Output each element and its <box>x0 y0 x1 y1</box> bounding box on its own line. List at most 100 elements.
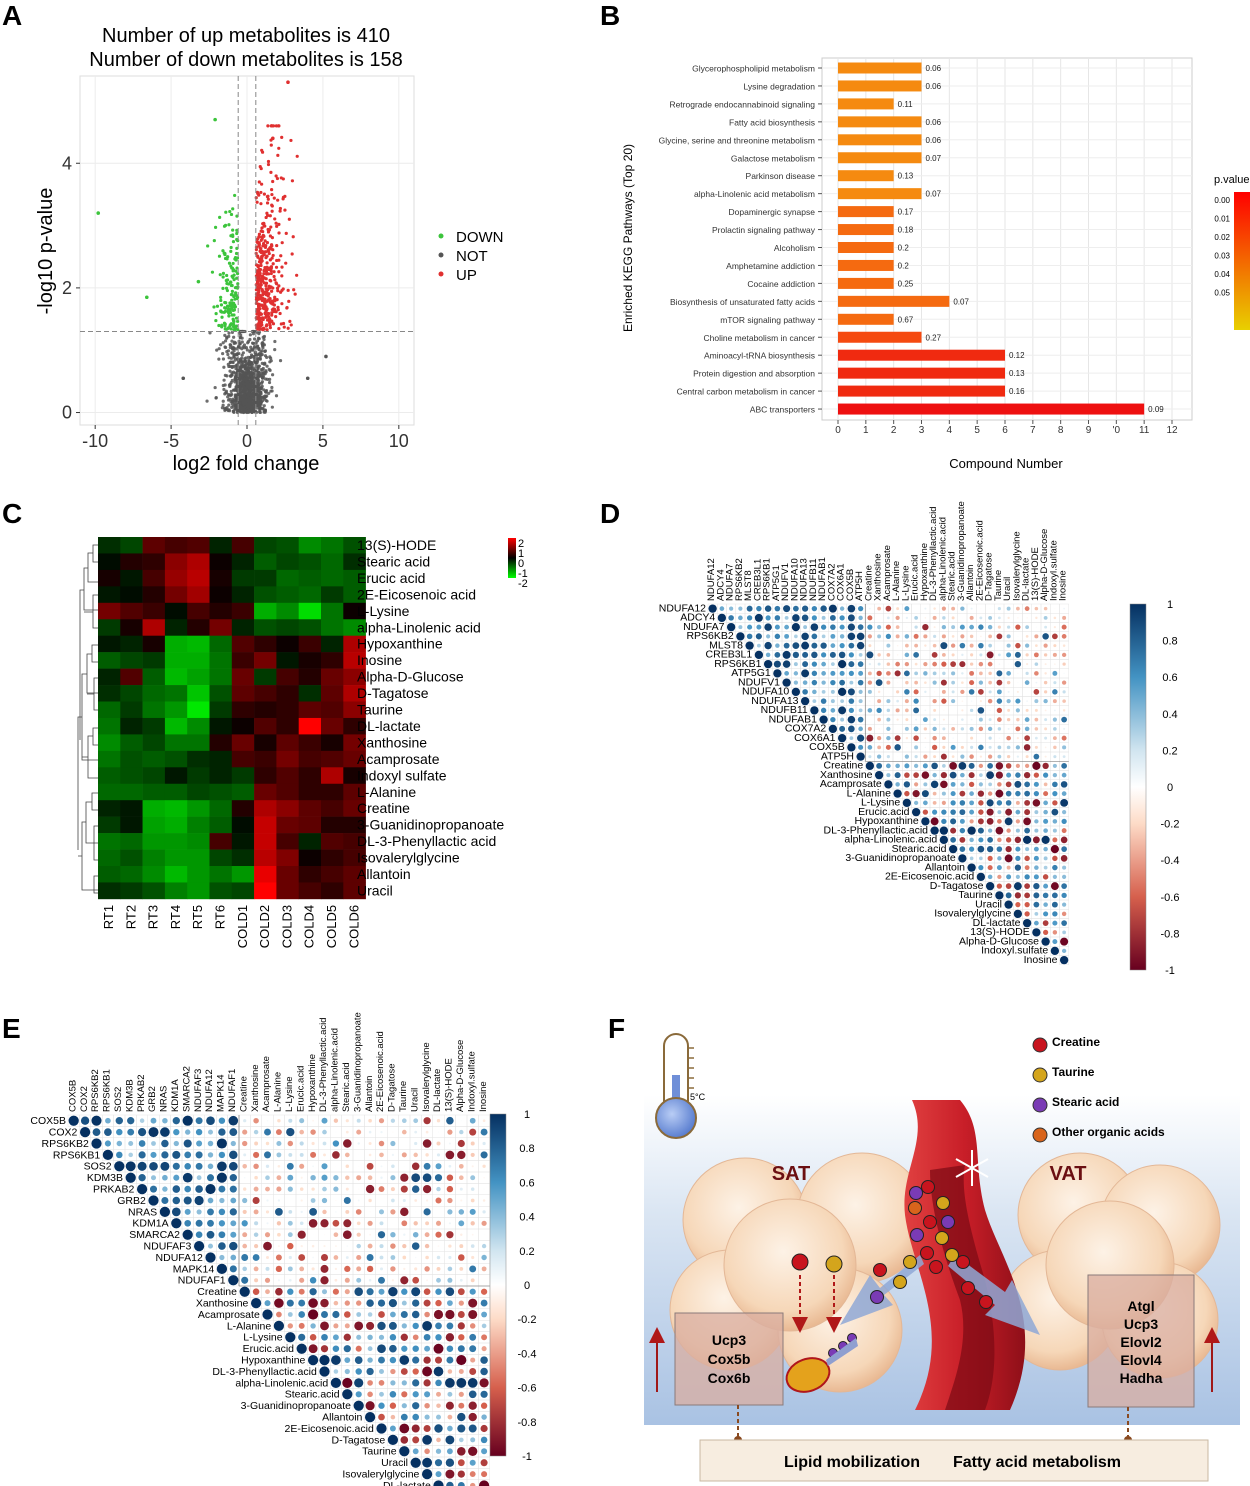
volcano-point <box>235 352 239 356</box>
correlation-row-label: L-Alanine <box>227 1320 272 1332</box>
volcano-point <box>221 286 225 291</box>
heatmap-cell <box>187 569 210 587</box>
correlation-circle <box>995 771 1003 779</box>
correlation-circle <box>931 762 938 770</box>
volcano-point <box>227 403 231 407</box>
correlation-circle <box>138 1174 146 1182</box>
volcano-point <box>231 240 236 244</box>
volcano-point <box>228 209 232 214</box>
correlation-circle <box>356 1129 362 1135</box>
correlation-circle <box>930 817 939 826</box>
correlation-circle <box>425 1221 430 1226</box>
correlation-circle <box>286 1127 295 1137</box>
heatmap-cell <box>142 668 166 686</box>
heatmap-cell <box>209 586 233 604</box>
correlation-circle <box>380 1176 383 1179</box>
correlation-circle <box>987 836 994 843</box>
correlation-circle <box>482 1199 486 1202</box>
volcano-point <box>222 387 226 392</box>
correlation-circle <box>104 1140 111 1147</box>
heatmap-cell <box>187 586 210 604</box>
kegg-bar <box>838 116 922 128</box>
correlation-circle <box>979 700 982 703</box>
correlation-column-label: D-Tagatose <box>387 1063 398 1112</box>
volcano-point <box>267 380 272 385</box>
correlation-circle <box>334 1245 337 1248</box>
correlation-circle <box>1034 662 1039 666</box>
correlation-circle <box>388 1321 397 1330</box>
correlation-circle <box>483 1279 485 1281</box>
volcano-point <box>229 322 233 326</box>
correlation-circle <box>229 1265 237 1273</box>
correlation-circle <box>1033 791 1039 797</box>
correlation-circle <box>321 1289 328 1295</box>
correlation-circle <box>366 1321 375 1330</box>
volcano-point <box>223 256 228 261</box>
correlation-circle <box>801 614 809 622</box>
kegg-category-label: Biosynthesis of unsaturated fatty acids <box>670 297 815 307</box>
heatmap-cell <box>120 816 143 834</box>
volcano-point <box>237 375 241 379</box>
correlation-circle <box>968 689 975 695</box>
heatmap-colorbar-tick: 1 <box>518 548 524 560</box>
correlation-circle <box>1044 625 1048 629</box>
correlation-circle <box>1024 735 1030 741</box>
correlation-circle <box>812 699 817 704</box>
correlation-circle <box>886 653 891 657</box>
heatmap-cell <box>321 717 344 735</box>
correlation-circle <box>242 1164 247 1169</box>
correlation-circle <box>1024 790 1031 797</box>
correlation-circle <box>914 671 919 676</box>
volcano-point <box>265 328 269 332</box>
correlation-circle <box>400 1185 408 1193</box>
correlation-circle <box>273 1320 285 1332</box>
heatmap-colorbar-tick: 2 <box>518 538 524 550</box>
volcano-point <box>242 390 246 394</box>
correlation-circle <box>923 662 928 667</box>
correlation-circle <box>218 1220 226 1227</box>
heatmap-cell <box>209 783 233 801</box>
correlation-circle <box>978 763 984 769</box>
heatmap-cell <box>120 537 143 554</box>
volcano-point <box>231 301 236 305</box>
correlation-circle <box>288 1152 293 1157</box>
kegg-bar <box>838 62 922 74</box>
volcano-point <box>268 355 272 359</box>
heatmap-cell <box>298 750 322 768</box>
correlation-circle <box>333 1323 339 1329</box>
heatmap-cell <box>98 602 121 620</box>
kegg-bar-value-label: 0.2 <box>898 261 910 270</box>
volcano-point <box>260 289 265 293</box>
correlation-circle <box>335 1211 337 1213</box>
heatmap-cell <box>276 783 299 801</box>
correlation-row-label: Inosine <box>1024 954 1058 966</box>
correlation-circle <box>950 643 956 648</box>
correlation-circle <box>997 856 1002 861</box>
correlation-circle <box>218 1231 226 1239</box>
correlation-circle <box>847 632 856 641</box>
correlation-circle <box>367 1334 373 1341</box>
correlation-circle <box>368 1118 372 1123</box>
correlation-circle <box>184 1208 191 1215</box>
correlation-circle <box>1061 680 1067 685</box>
correlation-circle <box>941 800 946 805</box>
correlation-circle <box>1006 754 1011 759</box>
heatmap-cell <box>187 668 210 686</box>
correlation-circle <box>468 1298 478 1308</box>
correlation-circle <box>1016 606 1020 611</box>
correlation-circle <box>959 790 966 797</box>
correlation-circle <box>1060 855 1068 862</box>
volcano-point <box>270 244 274 248</box>
correlation-circle <box>913 698 919 704</box>
heatmap-cell <box>321 734 344 752</box>
correlation-circle <box>988 643 992 648</box>
correlation-circle <box>932 661 937 667</box>
correlation-circle <box>323 1153 326 1157</box>
correlation-circle <box>412 1334 419 1341</box>
correlation-circle <box>230 1254 237 1261</box>
volcano-point <box>145 295 149 300</box>
heatmap-cell <box>209 701 233 719</box>
volcano-point <box>239 406 243 410</box>
heatmap-cell <box>276 750 299 768</box>
correlation-circle <box>979 653 983 657</box>
